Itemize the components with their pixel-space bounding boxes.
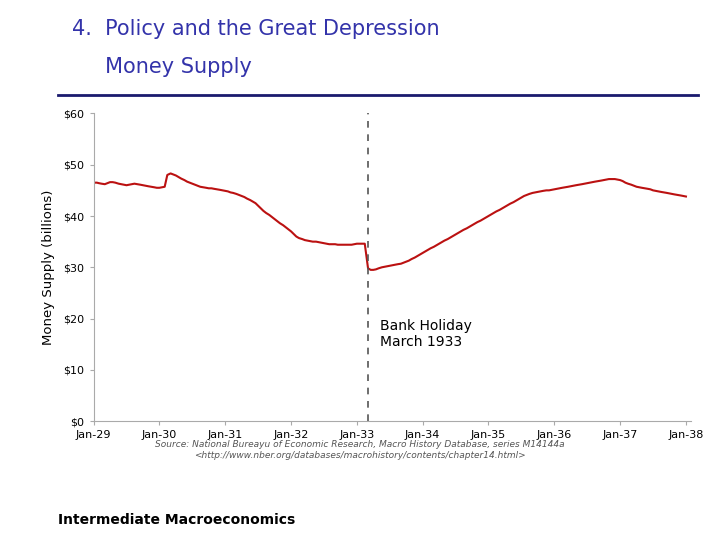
Y-axis label: Money Supply (billions): Money Supply (billions) xyxy=(42,190,55,345)
Text: 4.  Policy and the Great Depression: 4. Policy and the Great Depression xyxy=(72,19,440,39)
Text: Intermediate Macroeconomics: Intermediate Macroeconomics xyxy=(58,512,295,526)
Text: Bank Holiday
March 1933: Bank Holiday March 1933 xyxy=(380,319,472,349)
Text: Money Supply: Money Supply xyxy=(72,57,252,77)
Text: Source: National Bureayu of Economic Research, Macro History Database, series M1: Source: National Bureayu of Economic Res… xyxy=(156,440,564,460)
